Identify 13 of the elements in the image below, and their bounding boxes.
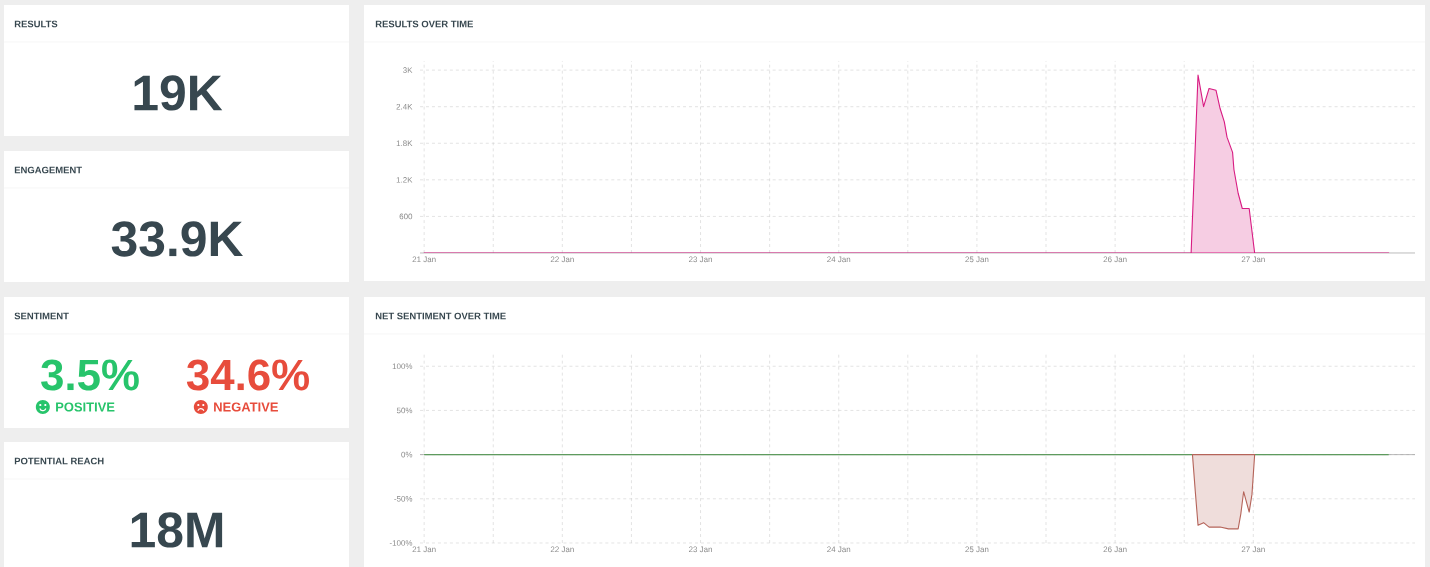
chart-title: RESULTS OVER TIME [375,20,474,28]
text: 19K [134,75,223,111]
text: 33.9K [111,221,243,257]
text: RESULTS [14,20,58,28]
text: SENTIMENT [14,312,69,320]
text: 18M [131,512,223,548]
text: POSITIVE [56,402,115,412]
text: ENGAGEMENT [14,166,82,174]
text: 3.5% [41,359,139,391]
text: POTENTIAL REACH [14,457,104,465]
chart-title: NET SENTIMENT OVER TIME [375,312,506,320]
text: NEGATIVE [214,402,278,412]
text: 34.6% [186,359,309,391]
